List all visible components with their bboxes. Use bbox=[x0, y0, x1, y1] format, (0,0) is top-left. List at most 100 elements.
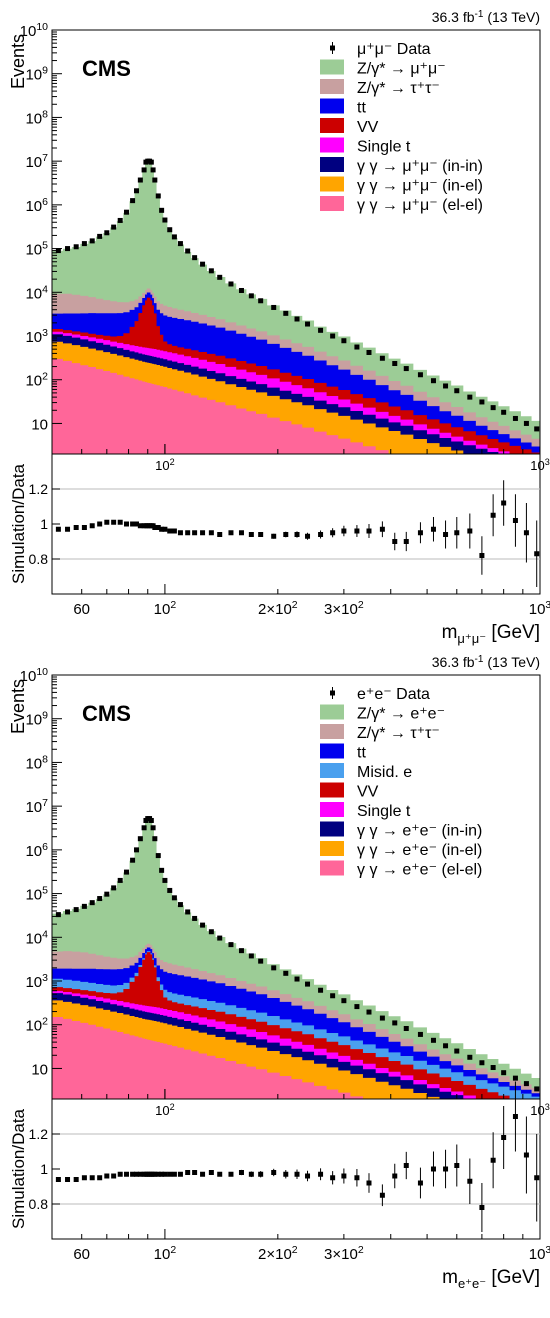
data-point bbox=[238, 948, 244, 954]
ratio-point bbox=[512, 518, 518, 523]
data-point bbox=[81, 903, 87, 909]
ratio-point bbox=[155, 1171, 161, 1177]
x-tick-label: 103 bbox=[529, 1244, 550, 1263]
data-point bbox=[392, 361, 398, 367]
y-tick-label: 1010 bbox=[20, 666, 49, 685]
stack-layer-gg_elel bbox=[52, 358, 540, 454]
ratio-point bbox=[318, 532, 324, 537]
data-point bbox=[217, 935, 223, 941]
ratio-point bbox=[305, 1173, 311, 1179]
data-point bbox=[150, 167, 156, 173]
legend-label: γ γ → μ⁺μ⁻ (in-in) bbox=[357, 158, 483, 175]
data-point bbox=[148, 159, 154, 165]
data-point bbox=[479, 1060, 485, 1066]
ratio-y-tick-label: 0.8 bbox=[29, 551, 49, 567]
ratio-point bbox=[366, 528, 372, 534]
legend-label: tt bbox=[357, 100, 366, 117]
data-point bbox=[55, 912, 61, 918]
data-point bbox=[283, 970, 289, 976]
data-point bbox=[65, 909, 71, 915]
ratio-point bbox=[97, 521, 103, 527]
y-tick-label: 10 bbox=[31, 416, 48, 433]
ratio-point bbox=[403, 1163, 409, 1168]
legend-swatch-gg_elel bbox=[320, 860, 344, 876]
ratio-markers bbox=[55, 1081, 540, 1232]
data-point bbox=[379, 1015, 385, 1021]
data-point bbox=[130, 198, 136, 204]
y-tick-label: 104 bbox=[25, 928, 48, 947]
experiment-label: CMS bbox=[82, 56, 131, 81]
y-tick-label: 108 bbox=[25, 753, 48, 772]
data-point bbox=[417, 372, 423, 378]
data-point bbox=[523, 1081, 529, 1087]
data-point bbox=[167, 887, 173, 893]
data-point bbox=[117, 217, 123, 223]
luminosity-label: 36.3 fb-1 (13 TeV) bbox=[432, 9, 540, 25]
y-tick-label: 106 bbox=[25, 841, 48, 860]
data-point bbox=[534, 1086, 540, 1092]
legend-label: VV bbox=[357, 119, 379, 136]
ratio-point bbox=[137, 1171, 143, 1177]
main-x-tick-label: 102 bbox=[155, 457, 175, 473]
data-point bbox=[534, 426, 540, 432]
x-tick-label: 103 bbox=[529, 599, 550, 618]
data-point bbox=[443, 1043, 449, 1049]
data-point bbox=[104, 891, 110, 897]
ratio-point bbox=[490, 512, 496, 518]
ratio-point bbox=[55, 1177, 61, 1182]
ratio-point bbox=[167, 528, 173, 534]
ratio-point bbox=[294, 532, 300, 537]
y-tick-label: 105 bbox=[25, 240, 48, 259]
ratio-point bbox=[354, 1175, 360, 1181]
data-point bbox=[171, 234, 177, 240]
y-tick-label: 10 bbox=[31, 1061, 48, 1078]
x-tick-label: 102 bbox=[154, 599, 177, 618]
data-point bbox=[200, 922, 206, 928]
stacked-histogram bbox=[52, 819, 540, 1099]
legend-label: Single t bbox=[357, 803, 411, 820]
data-point bbox=[341, 338, 347, 344]
ratio-point bbox=[501, 500, 507, 506]
ratio-point bbox=[104, 1173, 110, 1179]
data-point bbox=[152, 836, 158, 842]
data-point bbox=[228, 942, 234, 948]
legend-swatch-single_t bbox=[320, 137, 344, 153]
ratio-y-tick-label: 1.2 bbox=[29, 1126, 49, 1142]
stack-layer-gg_elel bbox=[52, 1017, 540, 1099]
data-point bbox=[137, 177, 143, 183]
legend-label: Misid. e bbox=[357, 764, 412, 781]
ratio-point bbox=[523, 530, 529, 536]
ratio-point bbox=[294, 1171, 300, 1177]
ratio-point bbox=[443, 1166, 449, 1172]
ratio-point bbox=[162, 526, 168, 532]
data-markers bbox=[55, 816, 540, 1092]
data-point bbox=[177, 902, 183, 908]
data-point bbox=[192, 255, 198, 261]
data-point bbox=[55, 248, 61, 254]
main-x-tick-label: 103 bbox=[530, 1102, 550, 1118]
ratio-point bbox=[479, 1205, 485, 1210]
y-tick-label: 105 bbox=[25, 885, 48, 904]
chart-panel-mumu: 10 102 103 104 105 106 107 108 109 1010 102 103 0.8 1… bbox=[8, 9, 550, 646]
ratio-point bbox=[200, 1171, 206, 1177]
data-point bbox=[130, 857, 136, 863]
ratio-point bbox=[81, 525, 87, 530]
ratio-point bbox=[162, 1171, 168, 1177]
ratio-point bbox=[177, 1171, 183, 1177]
data-point bbox=[305, 321, 311, 327]
legend: μ⁺μ⁻ Data Z/γ* → μ⁺μ⁻ Z/γ* → τ⁺τ⁻ tt VV Singl… bbox=[320, 41, 483, 214]
ratio-point bbox=[217, 532, 223, 537]
x-tick-label: 3×102 bbox=[324, 599, 364, 618]
data-point bbox=[294, 316, 300, 322]
x-tick-label: 60 bbox=[73, 1246, 90, 1263]
data-point bbox=[141, 825, 147, 831]
ratio-point bbox=[134, 521, 140, 527]
ratio-point bbox=[430, 1166, 436, 1172]
legend-swatch-gg_inel bbox=[320, 176, 344, 192]
data-point bbox=[97, 896, 103, 902]
data-point bbox=[305, 981, 311, 987]
y-tick-label: 107 bbox=[25, 152, 48, 171]
data-point bbox=[89, 238, 95, 244]
y-tick-label: 1010 bbox=[20, 21, 49, 40]
y-tick-label: 109 bbox=[25, 65, 48, 84]
